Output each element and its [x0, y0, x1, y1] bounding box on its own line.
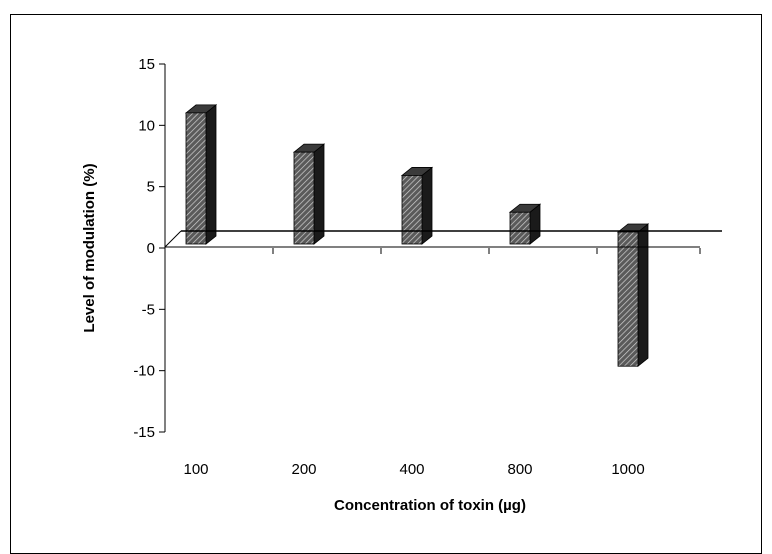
y-tick-label: -5 [142, 301, 155, 318]
y-tick-label: 15 [138, 56, 155, 73]
bar-side-face [313, 143, 325, 245]
bar-front-face [293, 151, 315, 245]
bar-front-face [617, 231, 639, 367]
x-tick-label: 800 [507, 461, 532, 478]
bar-front-face [509, 211, 531, 245]
y-tick-label: -15 [133, 424, 155, 441]
bar-front-face [185, 112, 207, 245]
x-tick-label: 1000 [611, 461, 644, 478]
y-tick-label: 5 [147, 179, 155, 196]
bar-400 [400, 166, 434, 245]
bar-front-face [401, 175, 423, 245]
x-ticks-layer: 100 200 400 800 1000 [164, 248, 701, 478]
bar-100 [184, 104, 218, 245]
x-axis-title: Concentration of toxin (µg) [334, 497, 526, 514]
y-tick-label: 10 [138, 117, 155, 134]
bar-side-face [637, 223, 649, 368]
depth-connector [164, 230, 182, 248]
bar-200 [292, 143, 326, 245]
x-tick-label: 400 [399, 461, 424, 478]
bar-1000 [616, 223, 650, 368]
y-axis-title: Level of modulation (%) [81, 163, 98, 332]
x-tick-label: 100 [183, 461, 208, 478]
x-tick-label: 200 [291, 461, 316, 478]
bars-layer [184, 104, 650, 368]
y-ticks-layer: 15 10 5 0 -5 -10 -15 [133, 56, 165, 441]
bar-side-face [421, 166, 433, 245]
y-tick-label: 0 [147, 240, 155, 257]
bar-800 [508, 203, 542, 245]
y-tick-label: -10 [133, 363, 155, 380]
bar-side-face [205, 104, 217, 245]
